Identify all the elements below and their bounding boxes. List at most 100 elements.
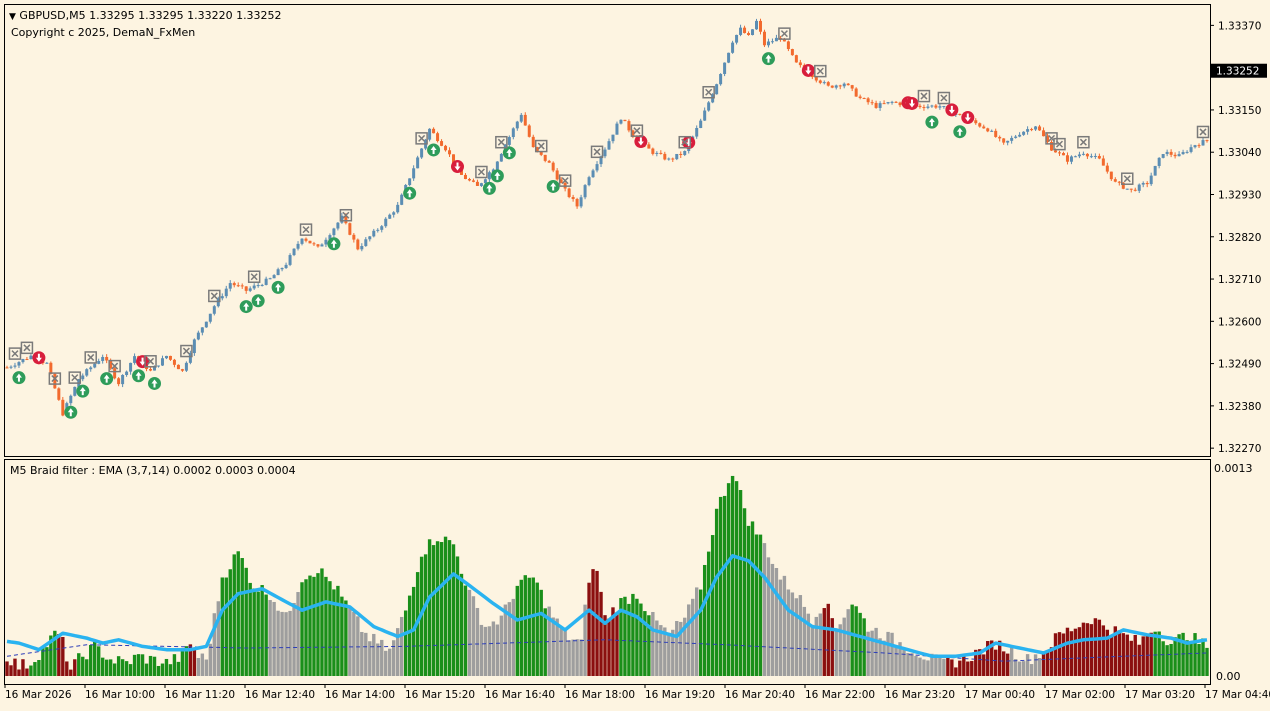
candle-body [958, 113, 962, 115]
candle [1105, 162, 1109, 174]
cross-box-icon [84, 351, 97, 364]
candle [1085, 153, 1089, 160]
candle [495, 161, 499, 171]
histogram-bar [782, 575, 787, 676]
candle [304, 237, 308, 243]
candle-body [986, 128, 990, 132]
candle [938, 103, 942, 110]
histogram-bar [539, 589, 543, 676]
candle-body [1046, 136, 1050, 143]
candle-body [567, 188, 571, 198]
histogram-bar [806, 613, 811, 676]
histogram-bar [1041, 651, 1046, 676]
candle-body [1153, 165, 1157, 176]
candle-body [475, 181, 479, 186]
histogram-bar [435, 541, 440, 676]
candle [372, 228, 376, 238]
histogram-bar [838, 624, 842, 676]
candle-body [21, 359, 25, 363]
histogram-bar [902, 649, 906, 676]
histogram-bar [559, 628, 563, 676]
histogram-bar [926, 660, 930, 676]
candle-body [479, 183, 483, 186]
candle [1006, 140, 1010, 146]
cross-box-frame [144, 355, 157, 368]
histogram-bar [104, 659, 109, 676]
histogram-bar [1189, 643, 1193, 676]
candle-body [483, 179, 487, 184]
candle-body [1006, 140, 1010, 143]
candle-body [822, 82, 826, 84]
histogram-bar [93, 640, 97, 676]
candle-body [1069, 156, 1073, 162]
cross-box-icon [590, 145, 604, 159]
candle [1173, 152, 1177, 159]
candle [184, 361, 188, 372]
candle [587, 175, 591, 187]
candle [1205, 139, 1209, 143]
candle-body [380, 226, 384, 230]
candle-body [894, 101, 898, 103]
chevron-down-icon[interactable]: ▼ [9, 12, 16, 22]
candle [934, 104, 938, 109]
cross-box-frame [778, 27, 791, 40]
cross-box-x [593, 148, 601, 156]
histogram-bar [802, 606, 807, 676]
candle-body [348, 223, 352, 235]
candle-body [890, 101, 894, 103]
down-arrow-icon [905, 96, 919, 110]
candle [1133, 187, 1137, 192]
down-arrow-glyph [139, 357, 146, 366]
candle [13, 362, 17, 369]
candle [348, 222, 352, 236]
braid-lines [6, 554, 1208, 662]
histogram-bar [938, 654, 942, 676]
candle-body [739, 27, 743, 35]
cross-box-icon [475, 165, 488, 179]
histogram-bar [974, 649, 978, 676]
candle-body [942, 106, 946, 108]
time-tick-label: 16 Mar 12:40 [245, 689, 315, 701]
up-arrow-icon [271, 280, 285, 294]
candle [125, 370, 129, 377]
histogram-bar [591, 569, 595, 676]
candle-body [770, 41, 774, 43]
histogram-bar [794, 598, 799, 676]
cross-box-icon [937, 91, 951, 105]
candle-body [659, 152, 663, 154]
histogram-bar [619, 598, 623, 676]
down-arrow-icon [801, 63, 815, 77]
candle-body [1010, 137, 1014, 141]
up-arrow-glyph [330, 239, 337, 248]
candle-body [400, 194, 404, 205]
histogram-bar [212, 613, 217, 676]
time-tick-label: 17 Mar 00:40 [965, 689, 1035, 701]
candle [862, 97, 866, 100]
candle-body [1085, 153, 1089, 157]
histogram-bar [9, 665, 13, 676]
candle-body [774, 37, 778, 42]
candle [340, 212, 344, 224]
candle-body [1093, 155, 1097, 157]
symbol-header[interactable]: ▼ GBPUSD,M5 1.33295 1.33295 1.33220 1.33… [9, 9, 282, 24]
candle [1201, 137, 1205, 146]
cross-box-x [11, 350, 19, 358]
up-arrow-glyph [135, 371, 142, 380]
up-arrow-icon [327, 237, 341, 251]
candle [595, 161, 599, 173]
candle-body [256, 285, 260, 287]
candle [388, 213, 392, 220]
candle [101, 354, 105, 364]
histogram-bar [1149, 632, 1153, 676]
histogram-bar [384, 650, 388, 676]
candle [1121, 182, 1125, 190]
candle-body [715, 84, 719, 95]
histogram-bar [866, 631, 870, 676]
candle-body [149, 369, 153, 371]
candle-body [25, 359, 29, 361]
histogram-bar [834, 628, 838, 676]
histogram-bar [722, 495, 727, 676]
histogram-bar [144, 663, 149, 676]
